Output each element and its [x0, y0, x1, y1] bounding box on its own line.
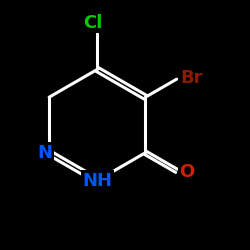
Text: NH: NH — [82, 172, 112, 190]
Text: O: O — [180, 163, 195, 181]
Text: N: N — [38, 144, 52, 162]
Text: Br: Br — [181, 69, 203, 87]
Text: Cl: Cl — [83, 14, 103, 32]
